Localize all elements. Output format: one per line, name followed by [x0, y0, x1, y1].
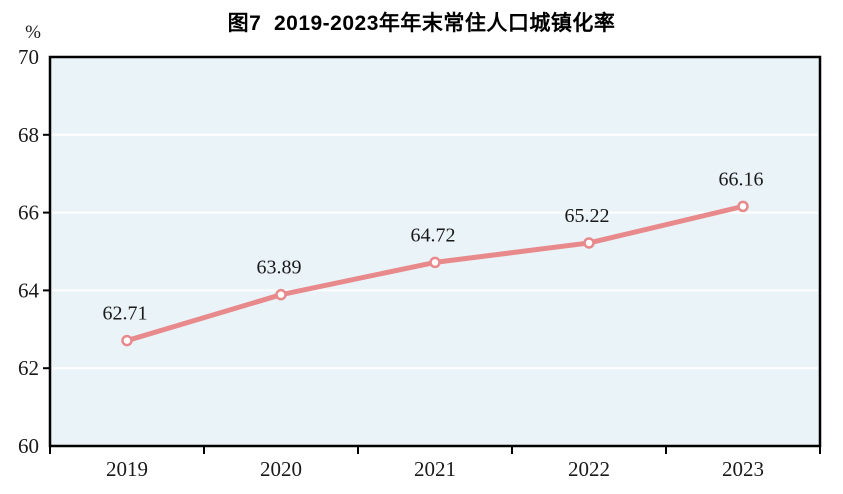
x-axis-tick-label: 2020 [260, 457, 302, 481]
data-point-label: 62.71 [103, 303, 148, 325]
chart-title: 图7 2019-2023年年末常住人口城镇化率 [227, 12, 616, 35]
data-point-marker [275, 288, 287, 301]
y-axis-tick-label: 60 [18, 434, 39, 458]
x-axis-tick-label: 2022 [568, 457, 610, 481]
x-axis-tick-label: 2023 [722, 457, 764, 481]
data-point-marker [583, 237, 595, 249]
data-point-marker [737, 200, 749, 213]
y-axis-tick-label: 62 [18, 356, 39, 380]
y-axis-tick-label: 70 [18, 45, 39, 69]
y-axis-tick-label: 66 [18, 201, 39, 225]
data-point-label: 66.16 [719, 168, 764, 190]
plot-area [48, 55, 822, 448]
data-point-marker [121, 334, 133, 347]
data-point-label: 63.89 [257, 257, 302, 279]
y-axis-tick-label: 64 [18, 278, 40, 302]
y-axis-tick-label: 68 [18, 123, 39, 147]
x-axis-tick-label: 2021 [414, 457, 456, 481]
data-point-label: 65.22 [565, 205, 610, 227]
y-axis-unit-label: % [25, 22, 41, 43]
x-axis-tick-label: 2019 [106, 457, 148, 481]
data-point-marker [429, 256, 441, 269]
data-point-label: 64.72 [411, 224, 456, 246]
